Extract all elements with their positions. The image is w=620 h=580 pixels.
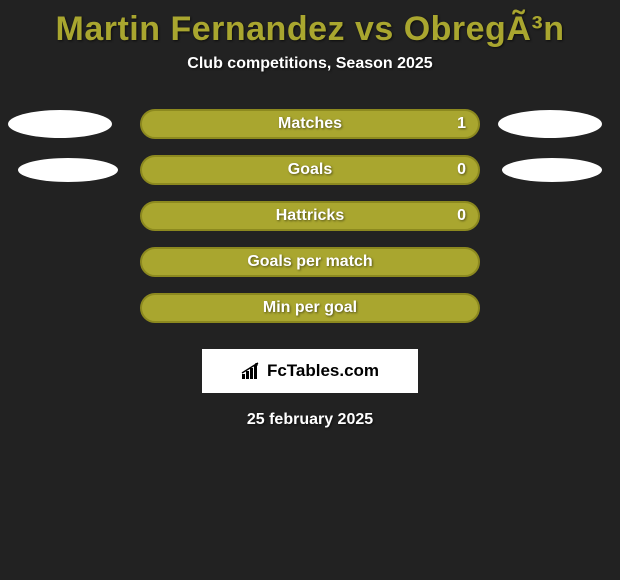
stat-label: Matches: [278, 115, 342, 133]
stat-row: Matches 1: [0, 101, 620, 147]
left-ellipse-icon: [18, 158, 118, 182]
logo-text: FcTables.com: [267, 361, 379, 381]
left-ellipse-icon: [8, 110, 112, 138]
logo-box: FcTables.com: [202, 349, 418, 393]
page-title: Martin Fernandez vs ObregÃ³n: [0, 0, 620, 55]
stat-value: 0: [457, 161, 466, 179]
right-ellipse-icon: [502, 158, 602, 182]
footer-date: 25 february 2025: [0, 411, 620, 429]
stat-row: Goals 0: [0, 147, 620, 193]
stat-bar: Hattricks 0: [140, 201, 480, 231]
stat-label: Min per goal: [263, 299, 357, 317]
stats-container: Matches 1 Goals 0 Hattricks 0 Goals per …: [0, 101, 620, 331]
stat-row: Hattricks 0: [0, 193, 620, 239]
stat-value: 1: [457, 115, 466, 133]
stat-label: Goals per match: [247, 253, 372, 271]
stat-bar: Min per goal: [140, 293, 480, 323]
page-subtitle: Club competitions, Season 2025: [0, 55, 620, 101]
right-ellipse-icon: [498, 110, 602, 138]
barchart-icon: [241, 362, 263, 380]
stat-bar: Goals per match: [140, 247, 480, 277]
stat-label: Hattricks: [276, 207, 344, 225]
stat-bar: Goals 0: [140, 155, 480, 185]
stat-bar: Matches 1: [140, 109, 480, 139]
stat-row: Min per goal: [0, 285, 620, 331]
stat-label: Goals: [288, 161, 332, 179]
stat-value: 0: [457, 207, 466, 225]
stat-row: Goals per match: [0, 239, 620, 285]
